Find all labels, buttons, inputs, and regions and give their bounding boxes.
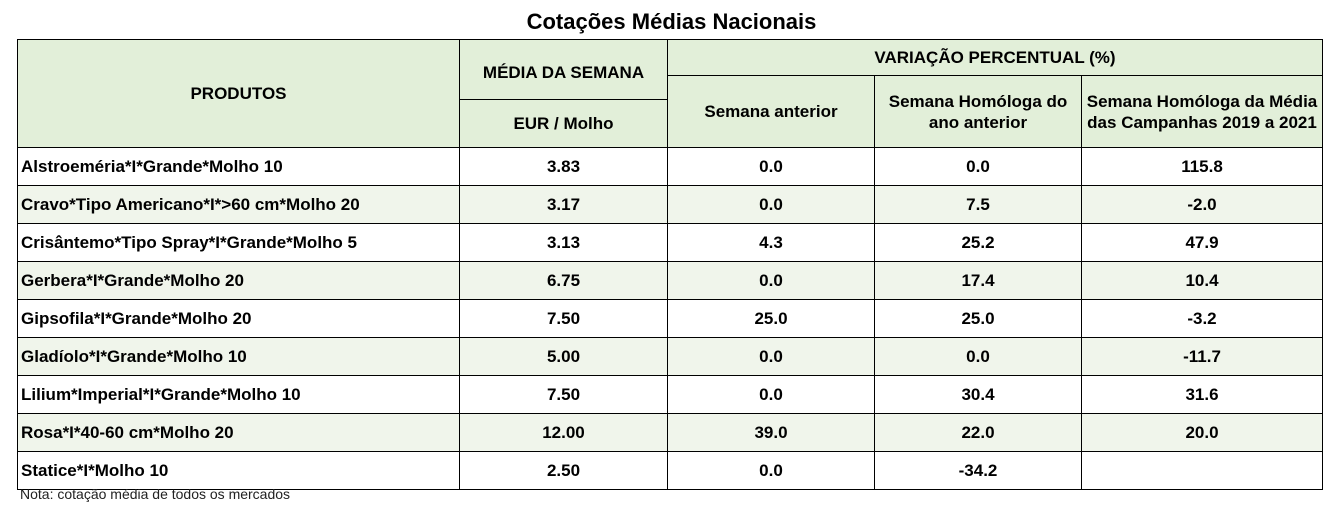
homologa-campanhas-cell: 47.9: [1081, 223, 1323, 262]
homologa-campanhas-cell: 10.4: [1081, 261, 1323, 300]
semana-anterior-cell: 0.0: [667, 375, 875, 414]
homologa-ano-cell: 25.0: [874, 299, 1082, 338]
media-cell: 7.50: [459, 299, 668, 338]
media-cell: 2.50: [459, 451, 668, 490]
semana-anterior-cell: 4.3: [667, 223, 875, 262]
semana-anterior-cell: 0.0: [667, 261, 875, 300]
homologa-ano-cell: 0.0: [874, 337, 1082, 376]
homologa-ano-cell: -34.2: [874, 451, 1082, 490]
media-cell: 7.50: [459, 375, 668, 414]
table-row: Gladíolo*I*Grande*Molho 10 5.00 0.0 0.0 -11.…: [17, 337, 1323, 376]
header-homologa-campanhas: Semana Homóloga da Média das Campanhas 2…: [1081, 75, 1323, 148]
header-media: MÉDIA DA SEMANA: [459, 39, 668, 100]
homologa-campanhas-cell: -3.2: [1081, 299, 1323, 338]
semana-anterior-cell: 0.0: [667, 337, 875, 376]
header-produtos: PRODUTOS: [17, 39, 460, 148]
table-row: Statice*I*Molho 10 2.50 0.0 -34.2: [17, 451, 1323, 490]
homologa-campanhas-cell: 20.0: [1081, 413, 1323, 452]
header-homologa-ano: Semana Homóloga do ano anterior: [874, 75, 1082, 148]
homologa-campanhas-cell: 31.6: [1081, 375, 1323, 414]
homologa-ano-cell: 7.5: [874, 185, 1082, 224]
media-cell: 3.13: [459, 223, 668, 262]
quotes-table: PRODUTOS MÉDIA DA SEMANA VARIAÇÃO PERCEN…: [17, 39, 1323, 490]
semana-anterior-cell: 25.0: [667, 299, 875, 338]
homologa-ano-cell: 30.4: [874, 375, 1082, 414]
header-semana-anterior: Semana anterior: [667, 75, 875, 148]
homologa-campanhas-cell: [1081, 451, 1323, 490]
page-title: Cotações Médias Nacionais: [526, 9, 817, 34]
table-row: Gerbera*I*Grande*Molho 20 6.75 0.0 17.4 10.4: [17, 261, 1323, 300]
header-unit: EUR / Molho: [459, 99, 668, 148]
homologa-ano-cell: 25.2: [874, 223, 1082, 262]
header-variacao: VARIAÇÃO PERCENTUAL (%): [667, 39, 1323, 76]
homologa-campanhas-cell: -11.7: [1081, 337, 1323, 376]
product-cell: Alstroeméria*I*Grande*Molho 10: [17, 147, 460, 186]
table-row: Lilium*Imperial*I*Grande*Molho 10 7.50 0.0…: [17, 375, 1323, 414]
media-cell: 5.00: [459, 337, 668, 376]
homologa-ano-cell: 17.4: [874, 261, 1082, 300]
media-cell: 6.75: [459, 261, 668, 300]
product-cell: Rosa*I*40-60 cm*Molho 20: [17, 413, 460, 452]
table-row: Rosa*I*40-60 cm*Molho 20 12.00 39.0 22.0 20.…: [17, 413, 1323, 452]
product-cell: Statice*I*Molho 10: [17, 451, 460, 490]
product-cell: Cravo*Tipo Americano*I*>60 cm*Molho 20: [17, 185, 460, 224]
semana-anterior-cell: 39.0: [667, 413, 875, 452]
footnote: Nota: cotação média de todos os mercados: [20, 486, 291, 502]
homologa-ano-cell: 0.0: [874, 147, 1082, 186]
product-cell: Lilium*Imperial*I*Grande*Molho 10: [17, 375, 460, 414]
homologa-ano-cell: 22.0: [874, 413, 1082, 452]
table-row: Crisântemo*Tipo Spray*I*Grande*Molho 5 3.…: [17, 223, 1323, 262]
table-row: Cravo*Tipo Americano*I*>60 cm*Molho 20 3.…: [17, 185, 1323, 224]
media-cell: 12.00: [459, 413, 668, 452]
product-cell: Crisântemo*Tipo Spray*I*Grande*Molho 5: [17, 223, 460, 262]
table-row: Alstroeméria*I*Grande*Molho 10 3.83 0.0 0.0…: [17, 147, 1323, 186]
media-cell: 3.17: [459, 185, 668, 224]
homologa-campanhas-cell: -2.0: [1081, 185, 1323, 224]
semana-anterior-cell: 0.0: [667, 451, 875, 490]
media-cell: 3.83: [459, 147, 668, 186]
homologa-campanhas-cell: 115.8: [1081, 147, 1323, 186]
product-cell: Gladíolo*I*Grande*Molho 10: [17, 337, 460, 376]
product-cell: Gerbera*I*Grande*Molho 20: [17, 261, 460, 300]
semana-anterior-cell: 0.0: [667, 147, 875, 186]
product-cell: Gipsofila*I*Grande*Molho 20: [17, 299, 460, 338]
semana-anterior-cell: 0.0: [667, 185, 875, 224]
table-row: Gipsofila*I*Grande*Molho 20 7.50 25.0 25.0-…: [17, 299, 1323, 338]
